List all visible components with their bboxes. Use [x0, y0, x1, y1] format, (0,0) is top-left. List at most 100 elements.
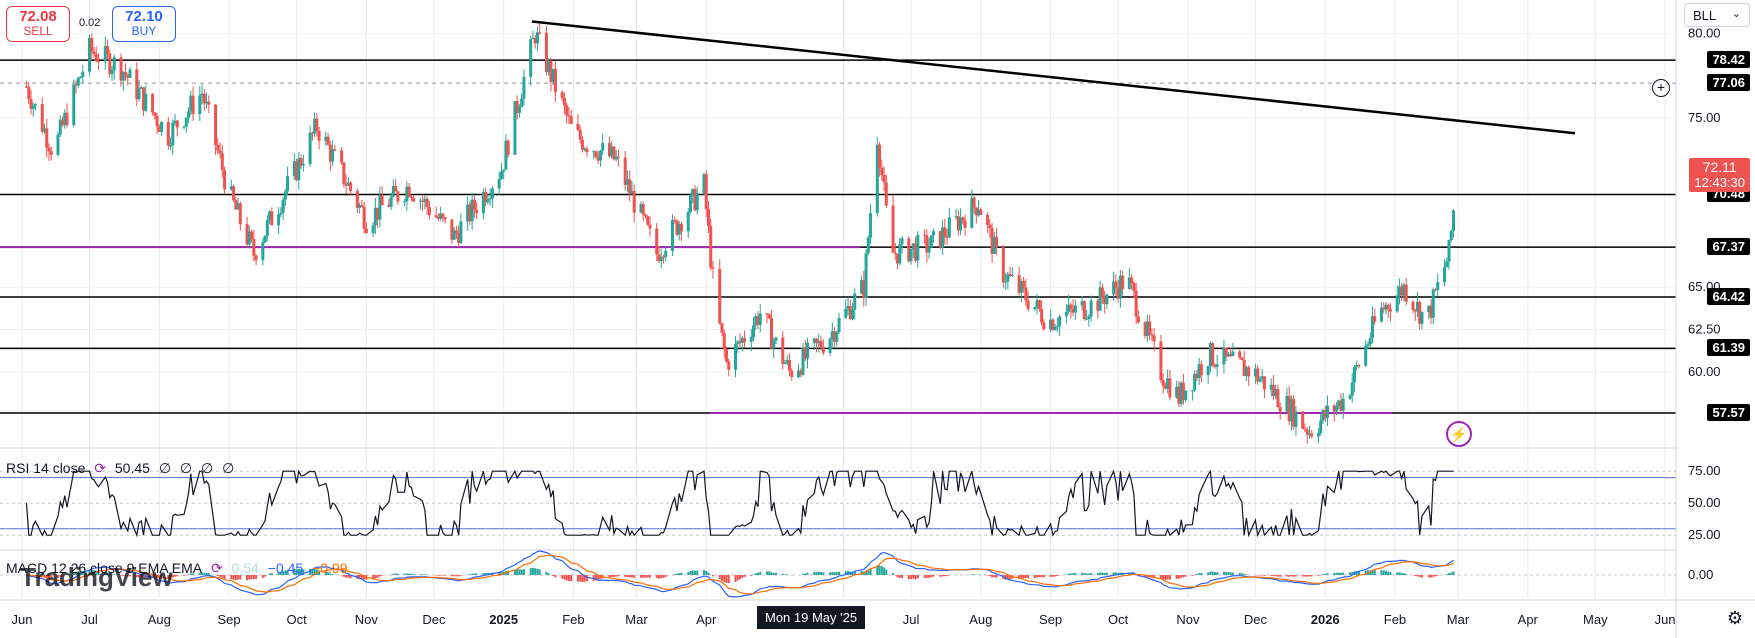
- symbol-select[interactable]: BLL ⌄: [1684, 3, 1750, 27]
- macd-legend[interactable]: MACD 12 26 close 9 EMA EMA ⟳ 0.54 −0.45 …: [6, 560, 353, 577]
- candle-body: [214, 104, 218, 146]
- add-alert-plus-icon[interactable]: +: [1652, 79, 1670, 97]
- rsi-legend[interactable]: RSI 14 close ⟳ 50.45 ∅ ∅ ∅ ∅: [6, 460, 239, 477]
- candle-body: [191, 95, 195, 115]
- macd-hist-bar: [522, 569, 525, 575]
- candle-body: [772, 340, 776, 349]
- macd-hist-bar: [378, 575, 381, 577]
- candle-body: [1260, 376, 1264, 379]
- candle-body: [520, 98, 524, 107]
- candle-body: [389, 196, 393, 207]
- candle-body: [596, 157, 600, 161]
- candle-body: [1274, 389, 1278, 396]
- macd-hist-bar: [138, 575, 141, 578]
- symbol-label: BLL: [1693, 8, 1717, 23]
- rsi-settings-icon[interactable]: ⟳: [94, 460, 106, 476]
- macd-hist-bar: [1099, 572, 1102, 575]
- macd-hist-bar: [1436, 575, 1439, 576]
- candle-body: [301, 163, 305, 166]
- candle-body: [659, 256, 663, 262]
- candle-body: [362, 206, 366, 229]
- candle-body: [1121, 275, 1125, 289]
- macd-hist-bar: [500, 572, 503, 575]
- macd-hist-bar: [441, 575, 444, 576]
- macd-hist-bar: [657, 575, 660, 579]
- macd-hist-bar: [198, 572, 201, 575]
- sell-button[interactable]: 72.08 SELL: [6, 6, 70, 42]
- candle-body: [803, 347, 807, 359]
- buy-price: 72.10: [125, 8, 163, 25]
- macd-hist-bar: [381, 575, 384, 576]
- macd-hist-bar: [1166, 575, 1169, 580]
- macd-hist-bar: [833, 572, 836, 575]
- candle-body: [914, 243, 918, 261]
- candle-body: [1215, 364, 1219, 367]
- candle-body: [702, 174, 706, 194]
- candle-body: [268, 211, 272, 221]
- macd-hist-bar: [1209, 571, 1212, 575]
- candle-body: [614, 156, 618, 160]
- candle-body: [1451, 210, 1455, 231]
- candle-body: [1051, 319, 1055, 331]
- trend-line: [531, 20, 1576, 135]
- candle-body: [1429, 305, 1433, 318]
- candle-body: [283, 191, 287, 200]
- macd-hist-bar: [1103, 572, 1106, 575]
- macd-hist-bar: [1168, 575, 1171, 580]
- candle-body: [693, 189, 697, 211]
- candle-body: [1352, 367, 1356, 383]
- candle-body: [1049, 319, 1053, 330]
- macd-hist-bar: [1056, 575, 1059, 576]
- macd-hist-bar: [1117, 572, 1120, 575]
- macd-hist-bar: [1357, 570, 1360, 575]
- macd-hist-bar: [928, 575, 931, 578]
- candle-body: [1082, 301, 1086, 320]
- candle-body: [578, 129, 582, 140]
- candle-body: [1181, 382, 1185, 401]
- candle-body: [218, 150, 222, 154]
- lightning-icon[interactable]: ⚡: [1446, 421, 1472, 447]
- candle-body: [106, 46, 110, 54]
- macd-hist-bar: [757, 572, 760, 575]
- macd-hist-bar: [1180, 575, 1183, 578]
- candle-body: [986, 214, 990, 225]
- macd-hist-bar: [1051, 575, 1054, 577]
- candle-body: [45, 128, 49, 148]
- candle-body: [310, 132, 314, 134]
- macd-hist-bar: [1177, 575, 1180, 579]
- candle-body: [560, 92, 564, 99]
- macd-hist-bar: [707, 572, 710, 575]
- candle-body: [709, 225, 713, 268]
- gear-icon[interactable]: ⚙: [1726, 608, 1743, 628]
- macd-hist-bar: [459, 575, 462, 576]
- rsi-tick-label: 75.00: [1688, 463, 1721, 478]
- candle-body: [632, 190, 636, 213]
- macd-hist-bar: [576, 575, 579, 582]
- candle-body: [1411, 301, 1415, 310]
- buy-button[interactable]: 72.10 BUY: [112, 6, 176, 42]
- level-badge: 77.06: [1707, 74, 1750, 92]
- candle-body: [1224, 347, 1228, 357]
- candle-body: [711, 267, 715, 269]
- candle-body: [475, 209, 479, 214]
- macd-hist-bar: [910, 575, 913, 580]
- macd-hist-bar: [444, 575, 447, 576]
- macd-hist-bar: [309, 568, 312, 575]
- candle-body: [182, 126, 186, 128]
- x-tick-label: 2025: [489, 612, 518, 627]
- candle-body: [124, 72, 128, 75]
- candle-body: [1064, 311, 1068, 317]
- x-tick-label: Dec: [1244, 612, 1268, 627]
- macd-hist-bar: [153, 575, 156, 579]
- candle-body: [549, 61, 553, 82]
- candle-body: [1177, 386, 1181, 404]
- macd-hist-bar: [822, 572, 825, 575]
- macd-hist-bar: [171, 575, 174, 578]
- macd-settings-icon[interactable]: ⟳: [210, 560, 223, 576]
- macd-hist-bar: [1414, 575, 1417, 577]
- candle-body: [1357, 365, 1361, 367]
- level-badge: 61.39: [1707, 339, 1750, 357]
- macd-hist-bar: [1006, 575, 1009, 580]
- macd-hist-bar: [991, 575, 994, 578]
